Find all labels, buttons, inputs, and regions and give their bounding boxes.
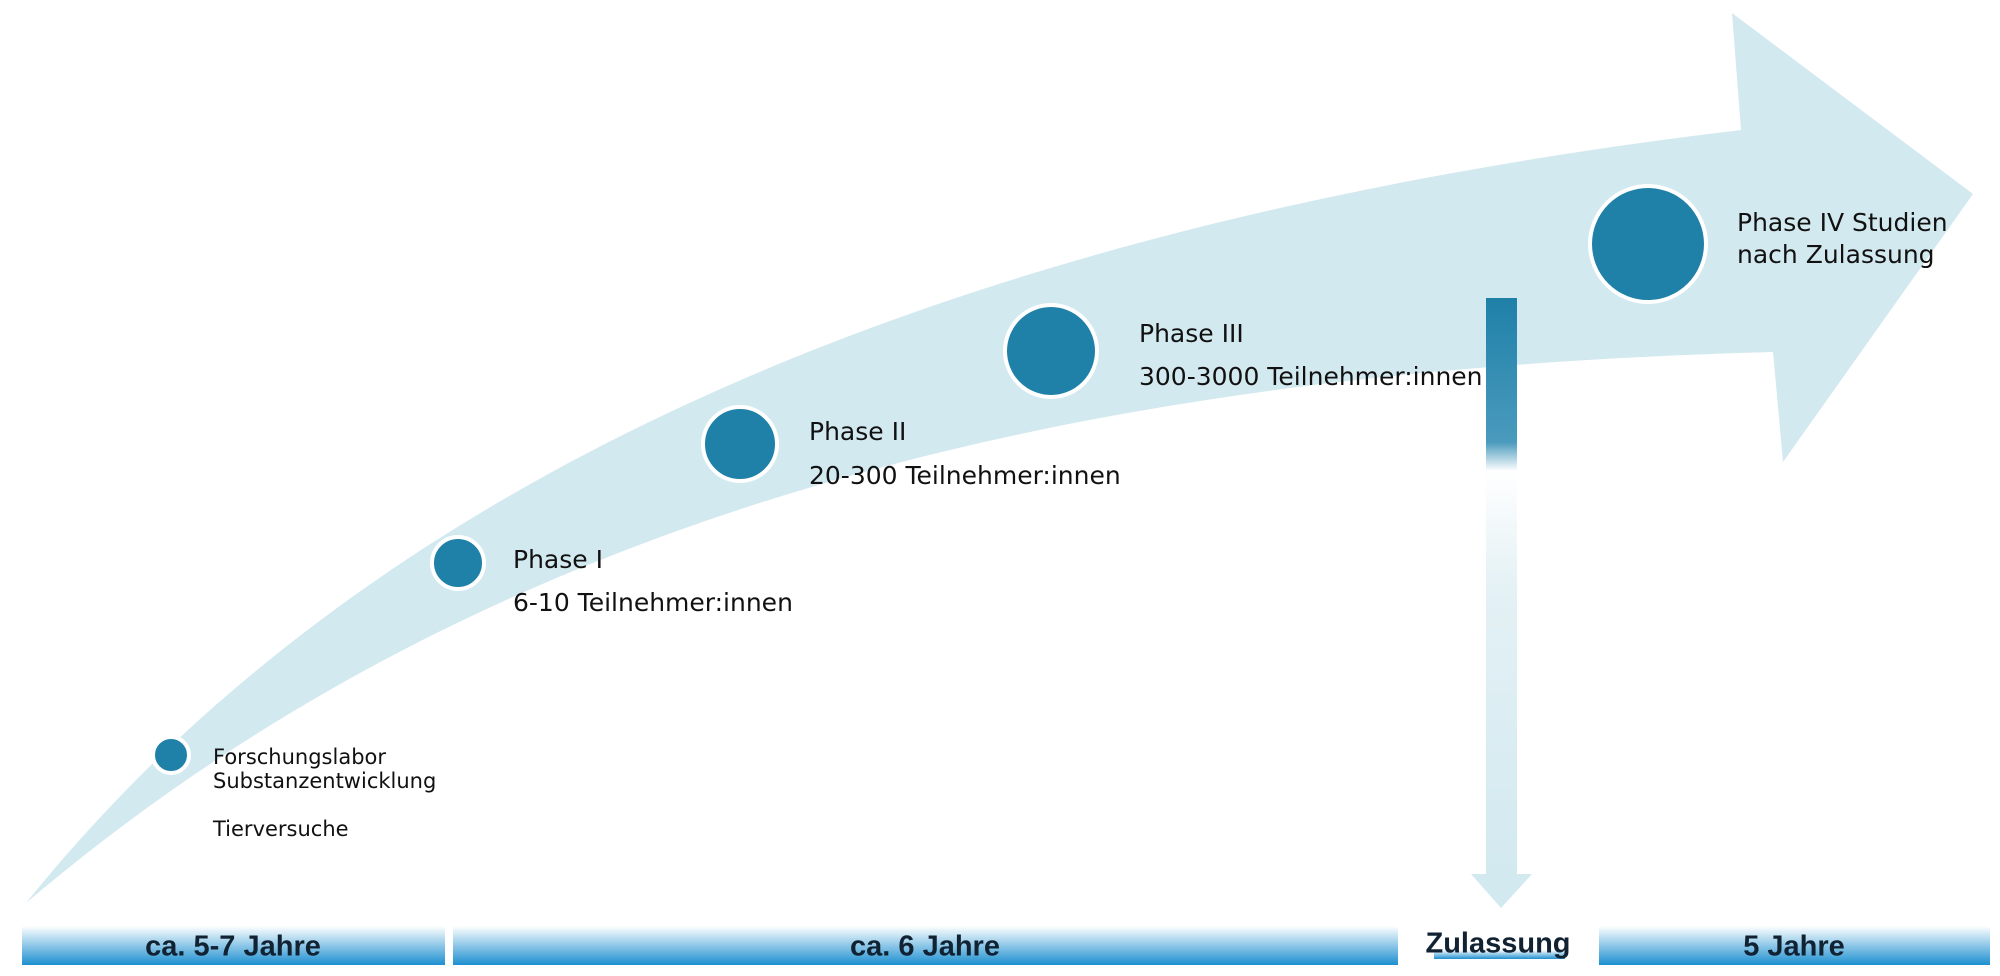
timeline-label: ca. 6 Jahre (850, 931, 1000, 963)
big-arrow (26, 13, 1973, 903)
dot (701, 405, 779, 483)
timeline-bar (1434, 950, 1565, 959)
stage-text: Tierversuche (212, 817, 349, 841)
stage-text: Phase IV Studien (1737, 208, 1948, 237)
dot (151, 735, 191, 775)
dot (1588, 184, 1708, 304)
stage-text: Phase I (513, 545, 603, 574)
stage-text: 20-300 Teilnehmer:innen (809, 461, 1121, 490)
timeline-bar (22, 926, 445, 965)
timeline-label: ca. 5-7 Jahre (145, 931, 321, 963)
timeline-bar (453, 926, 1398, 965)
stage-text: Phase II (809, 417, 906, 446)
approval-arrowhead (1471, 874, 1532, 908)
approval-bar (1486, 298, 1517, 875)
stage-text: Forschungslabor (213, 745, 386, 769)
stage-text: 6-10 Teilnehmer:innen (513, 588, 793, 617)
dot (430, 535, 486, 591)
stage-text: 300-3000 Teilnehmer:innen (1139, 362, 1483, 391)
stage-text: nach Zulassung (1737, 240, 1935, 269)
dot (1003, 303, 1099, 399)
timeline-label: 5 Jahre (1743, 931, 1845, 963)
timeline-bar (1599, 926, 1990, 965)
stage-text: Phase III (1139, 319, 1244, 348)
timeline-label: Zulassung (1425, 928, 1570, 960)
stage-dots (151, 184, 1708, 775)
stage-text: Substanzentwicklung (213, 769, 436, 793)
